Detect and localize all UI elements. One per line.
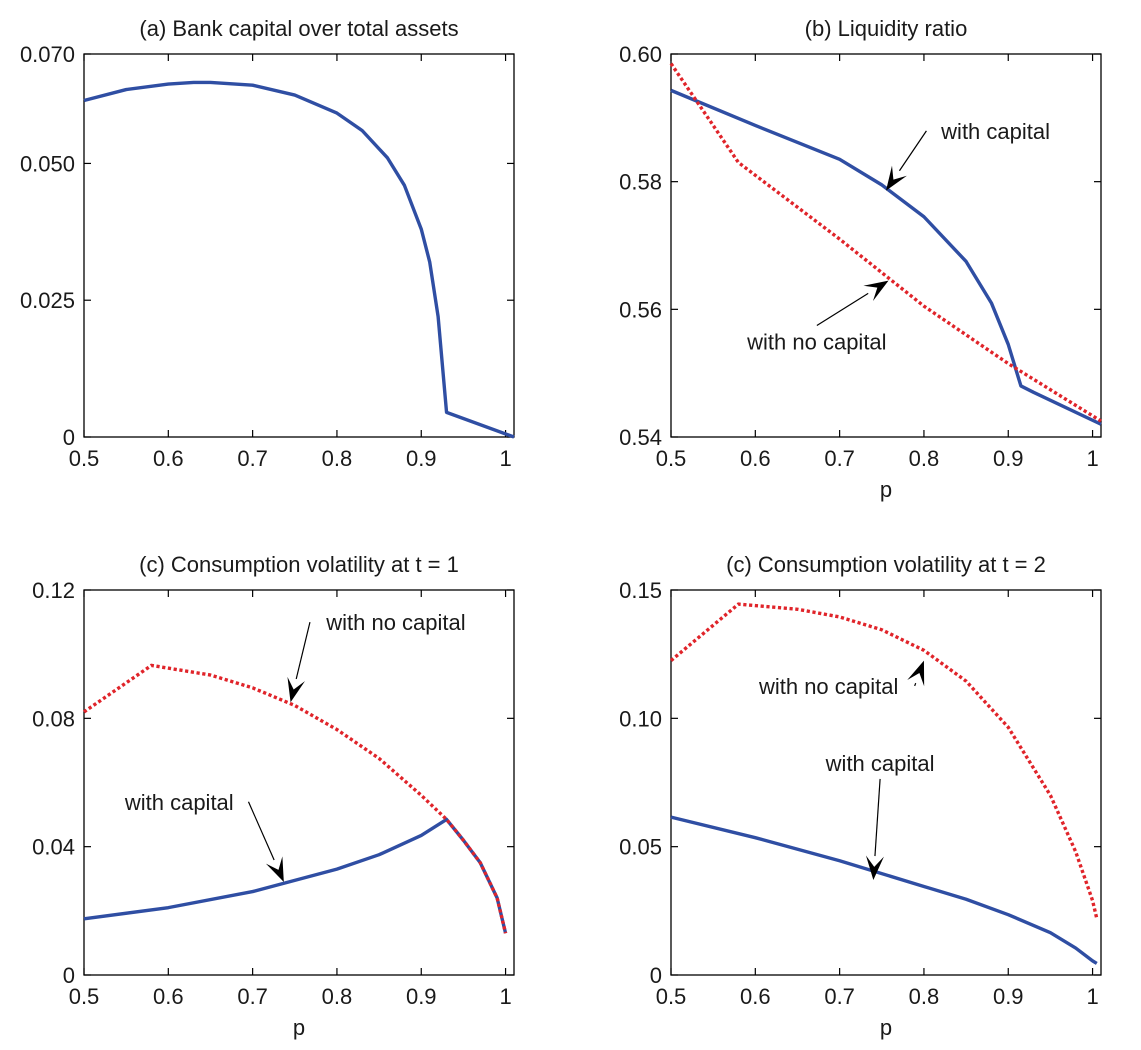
y-tick-label: 0.050 bbox=[20, 151, 75, 176]
series-line-with-capital bbox=[670, 88, 1102, 426]
x-tick-label: 0.7 bbox=[824, 984, 855, 1009]
x-axis-label: p bbox=[880, 477, 892, 502]
x-tick-label: 0.8 bbox=[322, 446, 353, 471]
x-tick-label: 0.7 bbox=[237, 446, 268, 471]
x-tick-label: 0.5 bbox=[69, 446, 100, 471]
series-line-no-capital bbox=[669, 62, 1102, 423]
x-axis-label: p bbox=[880, 1015, 892, 1040]
y-tick-label: 0.10 bbox=[619, 706, 662, 731]
annotation-label: with capital bbox=[940, 119, 1050, 144]
x-tick-label: 0.6 bbox=[740, 446, 771, 471]
annotation-arrow bbox=[874, 778, 881, 857]
series-line-with-capital bbox=[670, 815, 1098, 965]
annotation-arrow bbox=[914, 682, 917, 687]
series-line-no-capital bbox=[669, 602, 1099, 919]
annotation-arrow bbox=[247, 801, 275, 861]
x-tick-label: 0.7 bbox=[824, 446, 855, 471]
panel-title: (c) Consumption volatility at t = 1 bbox=[139, 552, 459, 577]
x-tick-label: 1 bbox=[1086, 984, 1098, 1009]
annotation-label: with capital bbox=[124, 790, 234, 815]
x-tick-label: 0.6 bbox=[740, 984, 771, 1009]
y-tick-label: 0.05 bbox=[619, 835, 662, 860]
x-tick-label: 0.6 bbox=[153, 446, 184, 471]
y-tick-label: 0.60 bbox=[619, 42, 662, 67]
y-tick-label: 0.04 bbox=[32, 835, 75, 860]
x-tick-label: 1 bbox=[499, 446, 511, 471]
y-tick-label: 0.56 bbox=[619, 297, 662, 322]
panel-1: (a) Bank capital over total assets 0.5 0.6… bbox=[20, 16, 515, 471]
series-line-with-capital bbox=[83, 817, 508, 934]
annotation-arrowhead bbox=[265, 856, 284, 882]
x-tick-label: 0.5 bbox=[656, 446, 687, 471]
series-line-no-capital bbox=[83, 663, 508, 934]
x-tick-label: 0.8 bbox=[322, 984, 353, 1009]
y-tick-label: 0.025 bbox=[20, 288, 75, 313]
y-tick-label: 0.54 bbox=[619, 425, 662, 450]
plot-frame bbox=[670, 589, 1102, 976]
annotation-arrowhead bbox=[907, 660, 925, 687]
x-tick-label: 0.9 bbox=[406, 446, 437, 471]
panel-3: (c) Consumption volatility at t = 1 0.5 0.… bbox=[32, 552, 515, 1040]
panel-title: (b) Liquidity ratio bbox=[805, 16, 968, 41]
x-tick-label: 0.9 bbox=[993, 984, 1024, 1009]
annotation-arrow bbox=[898, 130, 927, 172]
y-tick-label: 0.15 bbox=[619, 578, 662, 603]
x-tick-label: 0.9 bbox=[406, 984, 437, 1009]
x-tick-label: 0.8 bbox=[909, 446, 940, 471]
x-tick-label: 1 bbox=[499, 984, 511, 1009]
annotation-arrow bbox=[816, 292, 869, 327]
y-tick-label: 0 bbox=[63, 963, 75, 988]
y-tick-label: 0.12 bbox=[32, 578, 75, 603]
plot-frame bbox=[83, 53, 515, 438]
x-tick-label: 0.6 bbox=[153, 984, 184, 1009]
y-tick-label: 0 bbox=[650, 963, 662, 988]
plot-frame bbox=[83, 589, 515, 976]
annotation-arrowhead bbox=[863, 280, 889, 301]
plot-frame bbox=[670, 53, 1102, 438]
x-tick-label: 0.5 bbox=[656, 984, 687, 1009]
y-tick-label: 0.58 bbox=[619, 170, 662, 195]
annotation-label: with no capital bbox=[325, 610, 465, 635]
x-tick-label: 0.5 bbox=[69, 984, 100, 1009]
panel-2: (b) Liquidity ratio 0.5 0.6 0.7 0.8 0.9 1 0.54 0… bbox=[619, 16, 1102, 502]
annotation-label: with capital bbox=[825, 751, 935, 776]
y-tick-label: 0.070 bbox=[20, 42, 75, 67]
y-tick-label: 0.08 bbox=[32, 706, 75, 731]
annotation-arrowhead bbox=[865, 855, 884, 881]
x-axis-label: p bbox=[293, 1015, 305, 1040]
x-tick-label: 0.9 bbox=[993, 446, 1024, 471]
panel-title: (c) Consumption volatility at t = 2 bbox=[726, 552, 1046, 577]
annotation-arrow bbox=[295, 621, 311, 680]
x-tick-label: 0.8 bbox=[909, 984, 940, 1009]
annotation-arrowhead bbox=[886, 165, 907, 191]
panel-4: (c) Consumption volatility at t = 2 0.5 0.… bbox=[619, 552, 1102, 1040]
x-tick-label: 1 bbox=[1086, 446, 1098, 471]
x-tick-label: 0.7 bbox=[237, 984, 268, 1009]
annotation-arrowhead bbox=[287, 676, 305, 703]
annotation-label: with no capital bbox=[746, 330, 886, 355]
panel-title: (a) Bank capital over total assets bbox=[139, 16, 458, 41]
annotation-label: with no capital bbox=[758, 674, 898, 699]
y-tick-label: 0 bbox=[63, 425, 75, 450]
series-line-with-capital bbox=[83, 80, 515, 439]
